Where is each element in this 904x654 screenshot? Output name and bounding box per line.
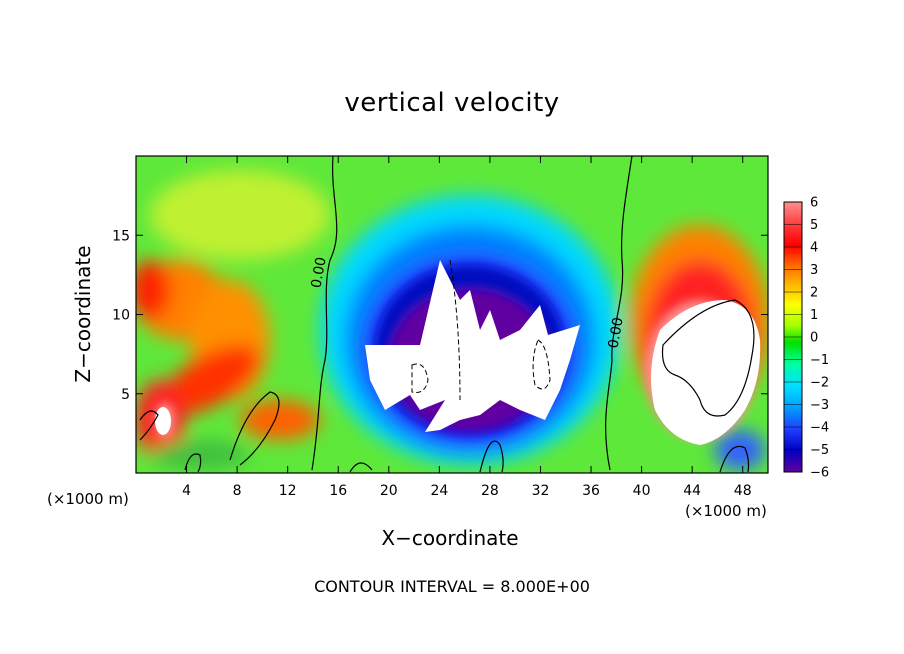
x-tick-label: 4 bbox=[182, 483, 191, 499]
x-tick-label: 32 bbox=[532, 483, 550, 499]
x-tick-label: 16 bbox=[329, 483, 347, 499]
contour-interval-note: CONTOUR INTERVAL = 8.000E+00 bbox=[314, 577, 590, 596]
colorbar-tick-label: 5 bbox=[810, 218, 818, 233]
x-tick-label: 20 bbox=[380, 483, 398, 499]
colorbar-tick-label: 2 bbox=[810, 286, 818, 301]
x-unit-label-left: (×1000 m) bbox=[47, 490, 129, 508]
chart-title: vertical velocity bbox=[344, 88, 560, 118]
y-tick-label: 15 bbox=[112, 228, 130, 244]
colorbar-tick-label: −2 bbox=[810, 376, 829, 391]
x-tick-label: 40 bbox=[633, 483, 651, 499]
colorbar-tick-label: −1 bbox=[810, 353, 829, 368]
x-tick-label: 48 bbox=[734, 483, 752, 499]
x-axis-title: X−coordinate bbox=[381, 526, 519, 550]
colorbar-tick-label: −5 bbox=[810, 443, 829, 458]
x-tick-label: 36 bbox=[582, 483, 600, 499]
y-axis-title: Z−coordinate bbox=[71, 245, 95, 383]
y-tick-label: 5 bbox=[121, 387, 130, 403]
colorbar-ticks: 6 5 4 3 2 1 0 −1 −2 −3 −4 −5 −6 bbox=[784, 196, 829, 481]
colorbar-tick-label: 0 bbox=[810, 331, 818, 346]
x-tick-label: 44 bbox=[683, 483, 701, 499]
x-tick-label: 24 bbox=[430, 483, 448, 499]
x-tick-label: 12 bbox=[279, 483, 297, 499]
colorbar-tick-label: 3 bbox=[810, 263, 818, 278]
colorbar-tick-label: −6 bbox=[810, 466, 829, 481]
x-axis-ticks: 4 8 12 16 20 24 28 32 36 40 44 48 bbox=[182, 156, 752, 499]
y-axis-ticks: 5 10 15 bbox=[112, 228, 768, 403]
y-tick-label: 10 bbox=[112, 308, 130, 324]
x-unit-label-right: (×1000 m) bbox=[685, 502, 767, 520]
colorbar-tick-label: 4 bbox=[810, 241, 818, 256]
colorbar-tick-label: 6 bbox=[810, 196, 818, 211]
heatmap-field bbox=[136, 156, 768, 473]
colorbar-tick-label: −4 bbox=[810, 421, 829, 436]
x-tick-label: 8 bbox=[233, 483, 242, 499]
x-tick-label: 28 bbox=[481, 483, 499, 499]
colorbar-tick-label: −3 bbox=[810, 398, 829, 413]
colorbar-tick-label: 1 bbox=[810, 308, 818, 323]
contour-label: 0.00 bbox=[309, 256, 330, 289]
contour-label: 0.00 bbox=[606, 316, 627, 349]
contour-labels: 0.00 0.00 bbox=[309, 256, 627, 350]
